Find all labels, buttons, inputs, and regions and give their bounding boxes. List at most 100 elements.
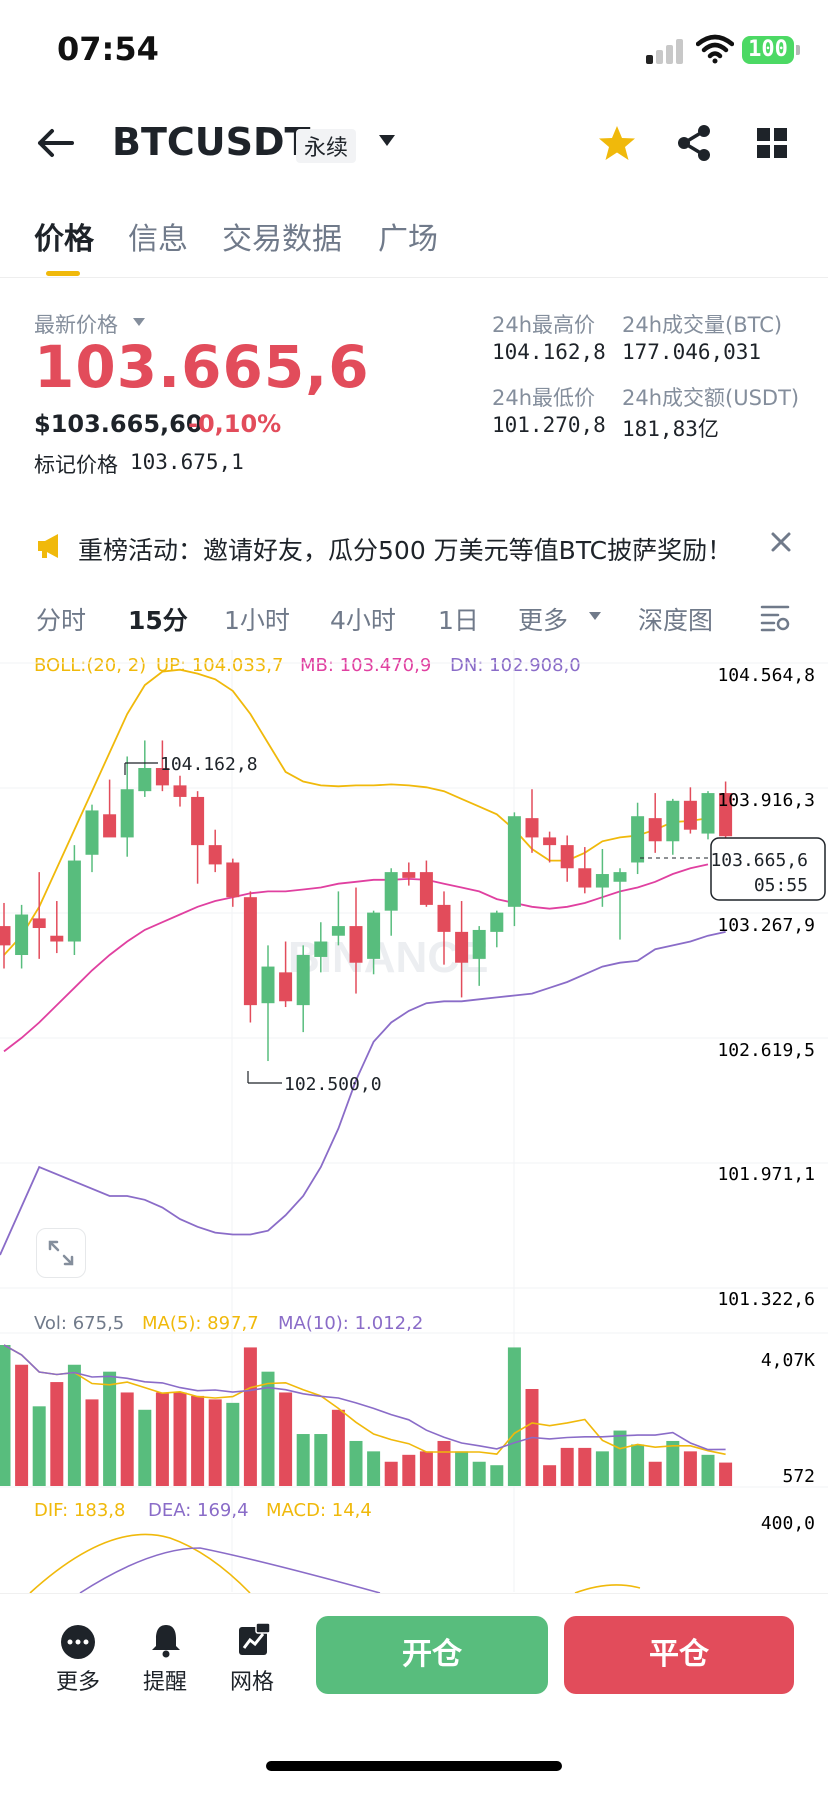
usd-price: $103.665,60 — [34, 410, 203, 438]
tab-price[interactable]: 价格 — [34, 222, 94, 257]
candle-body — [613, 872, 627, 882]
layout-grid-icon[interactable] — [756, 127, 788, 159]
candle-body — [543, 837, 557, 846]
macd-value: MACD: 14,4 — [266, 1500, 372, 1521]
last-price-dropdown-icon[interactable] — [132, 317, 146, 327]
volume-bar — [648, 1461, 662, 1486]
candle-body — [243, 897, 257, 1006]
high-24h-label: 24h最高价 — [492, 313, 596, 337]
battery-tip — [796, 45, 800, 55]
volume-bar — [32, 1406, 46, 1486]
favorite-star-icon[interactable] — [598, 124, 636, 162]
price-axis-label: 103.916,3 — [717, 790, 815, 811]
volume-bar — [191, 1395, 205, 1486]
volume-bar — [261, 1371, 275, 1486]
mark-price-label: 标记价格 — [34, 453, 118, 477]
cell-signal-icon — [646, 38, 686, 64]
promo-banner-text[interactable]: 重榜活动：邀请好友，瓜分500 万美元等值BTC披萨奖励！ — [78, 536, 733, 565]
bell-icon[interactable] — [148, 1622, 184, 1658]
candles — [0, 740, 733, 1062]
expand-icon — [48, 1240, 74, 1266]
candle-body — [437, 904, 451, 932]
high-24h: 104.162,8 — [492, 340, 606, 364]
candle-body — [279, 972, 293, 1002]
volume-bar — [226, 1402, 240, 1486]
back-arrow-icon[interactable] — [36, 128, 76, 158]
tab-info[interactable]: 信息 — [128, 222, 188, 257]
volume-bar — [155, 1392, 169, 1486]
last-price-label[interactable]: 最新价格 — [34, 313, 118, 337]
volume-bar — [631, 1444, 645, 1486]
current-price-tag — [710, 837, 826, 901]
kline-chart[interactable]: BINANCE 104.564,8 103.916,3 103.267,9 10… — [0, 640, 828, 1595]
interval-time-sharing[interactable]: 分时 — [36, 606, 87, 635]
more-label[interactable]: 更多 — [56, 1670, 101, 1695]
chart-settings-icon[interactable] — [760, 604, 790, 632]
volume-bar — [296, 1434, 310, 1486]
current-price-tag-value: 103.665,6 — [710, 850, 808, 871]
candle-body — [631, 816, 645, 863]
candle-body — [666, 800, 680, 842]
macd-dea: DEA: 169,4 — [148, 1500, 249, 1521]
candle-body — [0, 926, 11, 946]
macd-dif: DIF: 183,8 — [34, 1500, 126, 1521]
candle-body — [138, 768, 152, 792]
volume-value: Vol: 675,5 — [34, 1313, 125, 1334]
candle-body — [701, 793, 715, 834]
depth-chart-tab[interactable]: 深度图 — [638, 606, 714, 635]
volume-bar — [15, 1364, 29, 1486]
candle-body — [349, 926, 363, 963]
volume-bar — [701, 1454, 715, 1486]
volume-bar — [419, 1451, 433, 1486]
candle-body — [578, 868, 592, 888]
grid-label[interactable]: 网格 — [230, 1670, 275, 1695]
alert-label[interactable]: 提醒 — [143, 1670, 188, 1695]
volume-bar — [595, 1451, 609, 1486]
tab-square[interactable]: 广场 — [378, 222, 438, 257]
close-icon[interactable] — [770, 531, 792, 553]
volume-bar — [560, 1447, 574, 1486]
volume-axis-label: 572 — [782, 1466, 815, 1487]
boll-up-line — [3, 668, 709, 956]
candle-body — [120, 789, 134, 838]
open-position-button[interactable]: 开仓 — [316, 1616, 548, 1694]
close-position-button[interactable]: 平仓 — [564, 1616, 794, 1694]
candle-body — [367, 912, 381, 959]
share-icon[interactable] — [676, 124, 712, 162]
volume-ma5: MA(5): 897,7 — [142, 1313, 259, 1334]
volume-bar — [314, 1434, 328, 1486]
interval-1d[interactable]: 1日 — [438, 606, 479, 635]
fullscreen-button[interactable] — [36, 1228, 86, 1278]
volume-bar — [50, 1382, 64, 1486]
candle-body — [32, 918, 46, 929]
volume-btc: 177.046,031 — [622, 340, 762, 364]
symbol-dropdown-icon[interactable] — [378, 133, 396, 147]
last-price: 103.665,6 — [34, 333, 370, 401]
tab-trading-data[interactable]: 交易数据 — [222, 222, 342, 257]
candle-body — [226, 862, 240, 898]
symbol-title[interactable]: BTCUSDT — [112, 120, 311, 164]
interval-4h[interactable]: 4小时 — [330, 606, 396, 635]
candle-body — [507, 816, 521, 907]
boll-mb-line — [3, 863, 709, 1053]
status-time: 07:54 — [57, 30, 159, 68]
boll-dn-line — [0, 931, 726, 1256]
grid-bot-icon[interactable] — [236, 1622, 272, 1658]
volume-bar — [279, 1392, 293, 1486]
interval-15m[interactable]: 15分 — [128, 606, 188, 635]
volume-bar — [103, 1371, 117, 1486]
volume-bar — [490, 1465, 504, 1486]
price-axis-label: 101.322,6 — [717, 1289, 815, 1310]
interval-more[interactable]: 更多 — [518, 606, 569, 635]
more-icon[interactable] — [60, 1624, 96, 1660]
candle-body — [208, 845, 222, 865]
more-dropdown-icon[interactable] — [588, 611, 602, 621]
interval-1h[interactable]: 1小时 — [224, 606, 290, 635]
candle-body — [455, 931, 469, 963]
volume-bar — [384, 1461, 398, 1486]
volume-bar — [331, 1409, 345, 1486]
volume-bar — [507, 1347, 521, 1486]
candle-body — [719, 793, 733, 837]
candle-body — [560, 845, 574, 869]
price-axis-label: 104.564,8 — [717, 665, 815, 686]
